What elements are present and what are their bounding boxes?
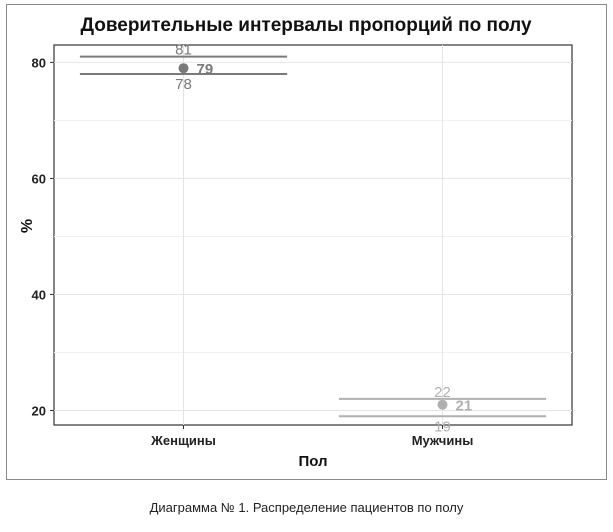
y-tick-label: 40: [32, 287, 46, 302]
plot-panel: [53, 44, 573, 426]
x-tick-label: Женщины: [150, 433, 216, 448]
x-axis-ticks: Женщины Мужчины: [150, 425, 473, 448]
point-value-label: 21: [456, 398, 473, 415]
lower-ci-label: 19: [434, 418, 451, 435]
x-tick-label: Мужчины: [412, 433, 474, 448]
chart-title: Доверительные интервалы пропорций по пол…: [80, 15, 532, 36]
chart-svg: Доверительные интервалы пропорций по пол…: [19, 15, 573, 470]
y-tick-label: 20: [32, 403, 46, 418]
y-tick-label: 60: [32, 171, 46, 186]
lower-ci-label: 78: [175, 76, 192, 93]
upper-ci-label: 22: [434, 384, 451, 401]
point-estimate-dot: [437, 399, 448, 410]
y-tick-label: 80: [32, 55, 46, 70]
y-axis-label: %: [19, 219, 36, 233]
upper-ci-label: 81: [175, 42, 192, 59]
figure-caption: Диаграмма № 1. Распределение пациентов п…: [149, 500, 464, 515]
x-axis-label: Пол: [298, 453, 327, 470]
data-marks: 81 79 78 22 21 19: [79, 42, 547, 435]
point-estimate-dot: [178, 63, 189, 74]
y-axis-ticks: 20 40 60 80: [32, 55, 54, 418]
point-value-label: 79: [197, 61, 214, 78]
grid-layer: [54, 45, 572, 425]
